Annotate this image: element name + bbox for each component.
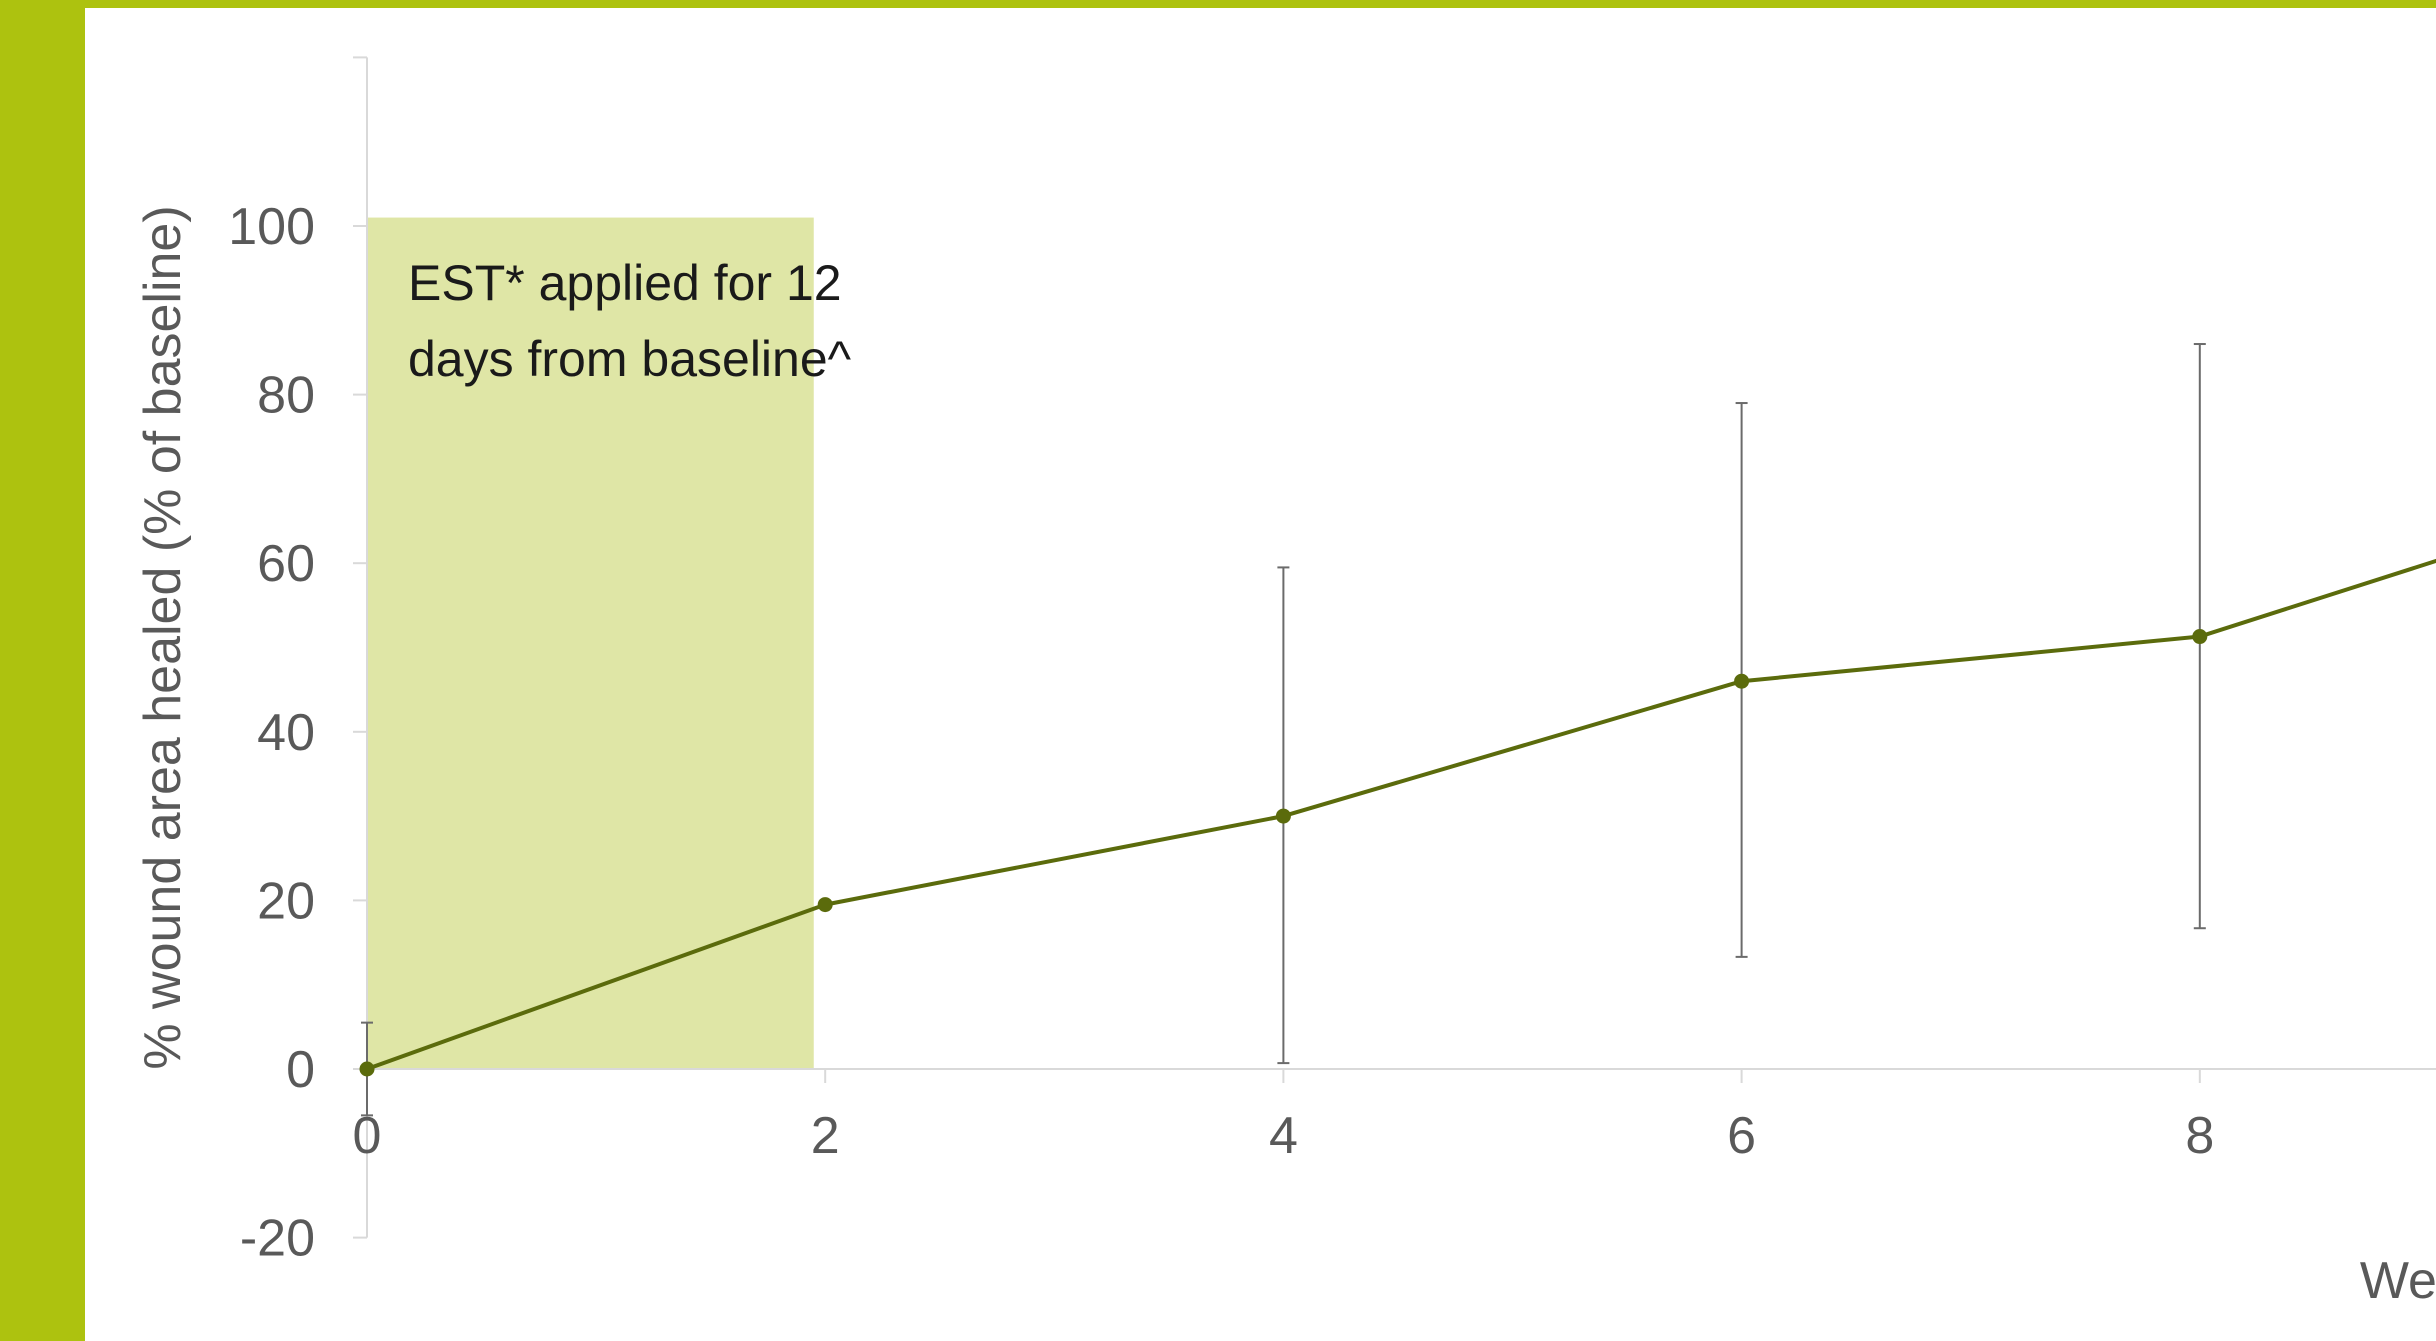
data-point (359, 1061, 375, 1077)
x-axis-title: Weeks (2360, 1252, 2436, 1310)
y-tick-label: 80 (257, 367, 315, 425)
x-tick-label: 0 (353, 1107, 382, 1165)
y-tick-label: 100 (228, 198, 315, 256)
x-tick-label: 4 (1269, 1107, 1298, 1165)
left-accent-bar (0, 0, 85, 1341)
data-point (817, 897, 833, 913)
y-tick-label: 20 (257, 872, 315, 930)
y-tick-label: -20 (240, 1210, 315, 1268)
x-tick-label: 6 (1727, 1107, 1756, 1165)
shaded-application-band (367, 217, 814, 1069)
x-tick-label: 8 (2185, 1107, 2214, 1165)
shaded-region-layer (367, 217, 814, 1069)
data-point (1275, 808, 1291, 824)
data-point (1734, 673, 1750, 689)
y-tick-label: 40 (257, 704, 315, 762)
annotation-line-2: days from baseline^ (408, 331, 852, 387)
data-point (2192, 629, 2208, 645)
top-accent-bar (0, 0, 2436, 8)
tick-labels-layer: -20020406080100024681012141618 (228, 198, 2214, 1268)
x-tick-label: 2 (811, 1107, 840, 1165)
annotation-line-1: EST* applied for 12 (408, 255, 842, 311)
data-points-layer (359, 629, 2208, 1077)
y-tick-label: 0 (286, 1041, 315, 1099)
y-tick-label: 60 (257, 535, 315, 593)
y-axis-title: % wound area healed (% of baseline) (134, 205, 192, 1069)
